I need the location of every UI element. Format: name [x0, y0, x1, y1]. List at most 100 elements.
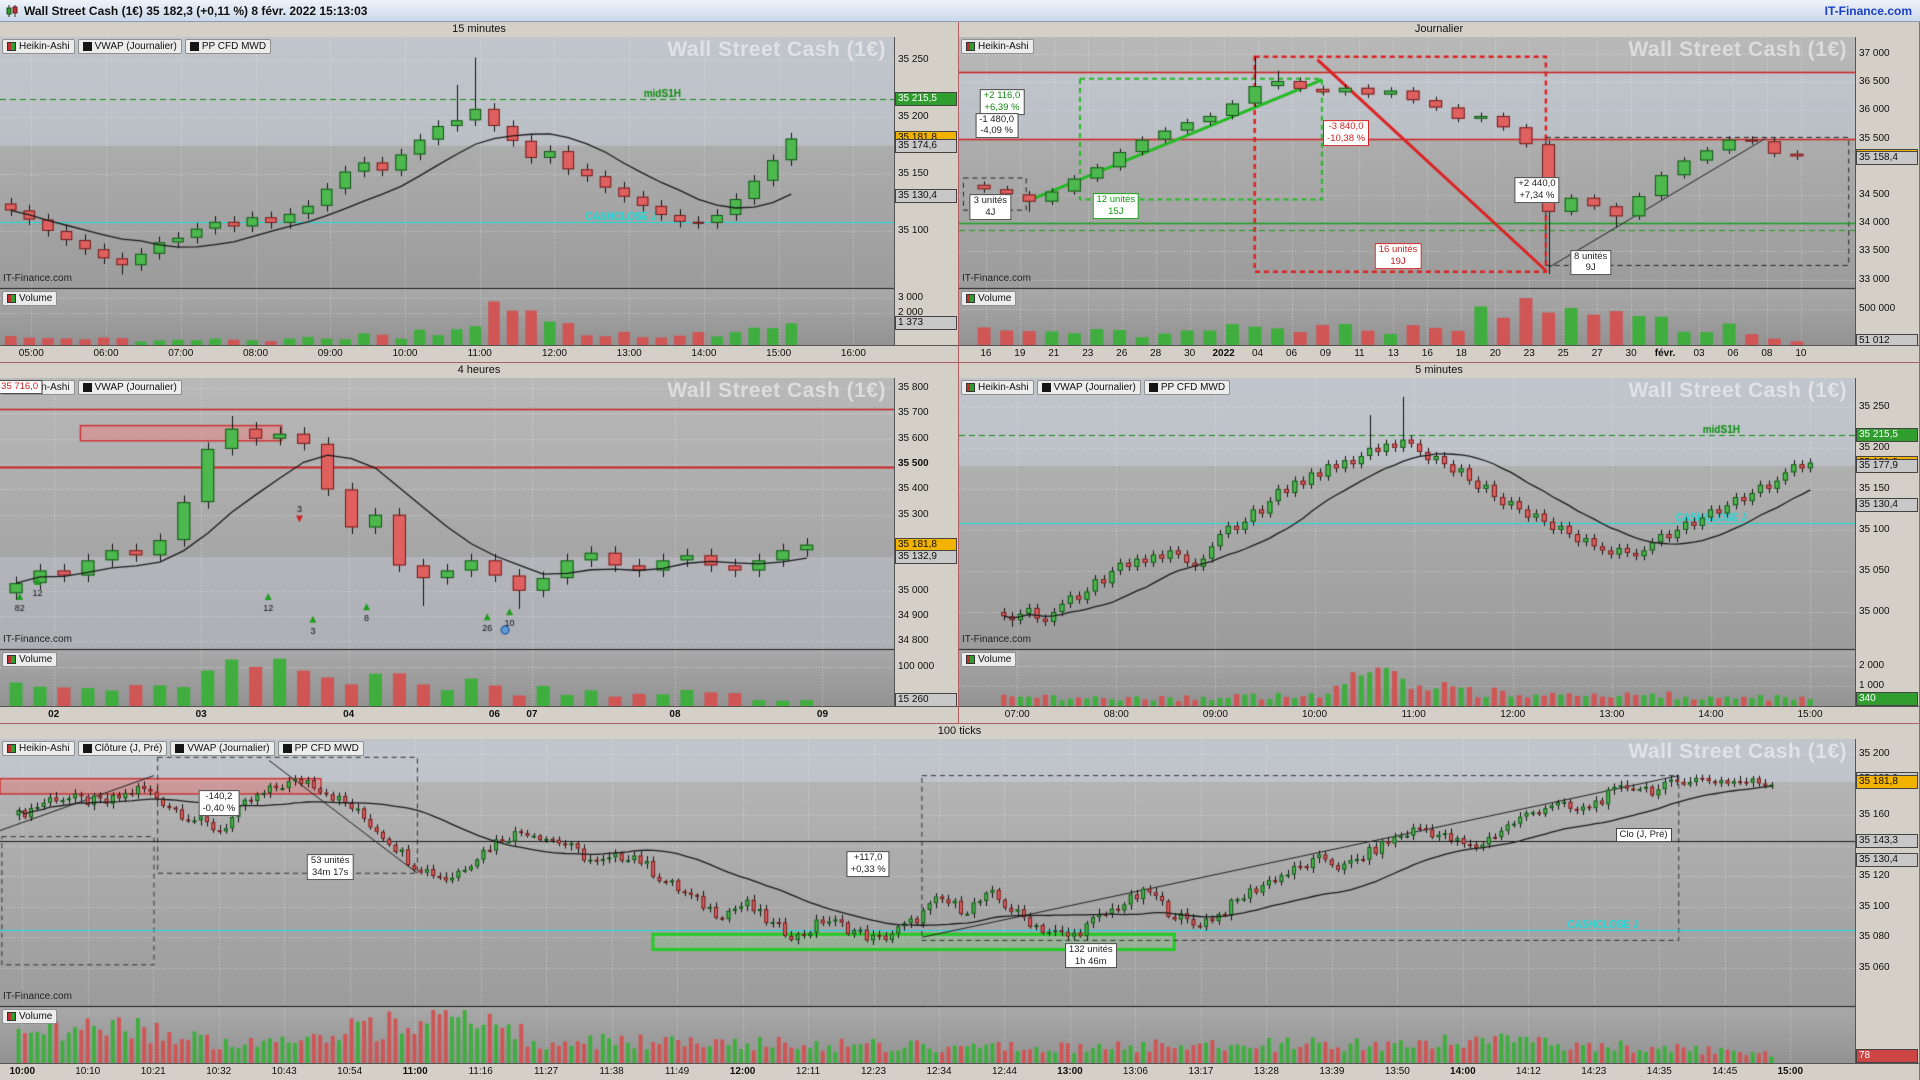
chart-area[interactable]: Wall Street Cash (1€) Heikin-Ashi VWAP (J… — [0, 37, 894, 345]
annotation-box: Clo (J, Pré) — [1615, 828, 1672, 843]
volume-indicator-chip[interactable]: Volume — [2, 291, 58, 306]
chart-area[interactable]: Wall Street Cash (1€) Heikin-Ashi VWAP (J… — [0, 378, 894, 706]
time-tick: 07 — [526, 709, 538, 720]
time-tick: 03 — [1693, 348, 1705, 359]
time-tick: févr. — [1654, 348, 1676, 359]
indicator-chip[interactable]: Heikin-Ashi — [961, 39, 1034, 54]
volume-label: Volume — [19, 293, 53, 304]
timeframe-strip[interactable]: 4 heures — [0, 363, 958, 378]
price-tick: 35 100 — [1859, 900, 1890, 912]
indicator-label: Heikin-Ashi — [978, 382, 1029, 393]
time-axis[interactable]: 02 03 04 06 07 08 09 — [0, 706, 958, 723]
time-tick: 14:45 — [1712, 1066, 1738, 1077]
price-tick: 37 000 — [1859, 47, 1890, 59]
time-tick: 10:00 — [392, 348, 418, 359]
annotation-box: +117,0 +0,33 % — [846, 851, 890, 877]
candlestick-canvas[interactable] — [959, 378, 1855, 706]
candlestick-canvas[interactable] — [0, 37, 894, 345]
time-tick: 12:00 — [729, 1066, 756, 1077]
indicator-label: VWAP (Journalier) — [187, 743, 270, 754]
panel-brand: IT-Finance.com — [962, 273, 1031, 284]
time-tick: 04 — [1251, 348, 1264, 359]
price-tick: 35 050 — [1859, 564, 1890, 576]
time-tick: 26 — [1116, 348, 1128, 359]
panel-brand: IT-Finance.com — [3, 273, 72, 284]
time-tick: 04 — [343, 709, 355, 720]
time-tick: 16:00 — [840, 348, 866, 359]
time-tick: 19 — [1014, 348, 1026, 359]
indicator-label: PP CFD MWD — [1160, 382, 1226, 393]
timeframe-strip[interactable]: 5 minutes — [959, 363, 1919, 378]
timeframe-strip[interactable]: Journalier — [959, 22, 1919, 37]
indicator-label: Heikin-Ashi — [19, 743, 70, 754]
timeframe-strip[interactable]: 100 ticks — [0, 724, 1919, 739]
chart-area[interactable]: Wall Street Cash (1€) Heikin-Ashi Volume… — [959, 37, 1855, 345]
indicator-chip[interactable]: VWAP (Journalier) — [170, 741, 275, 756]
time-tick: 09:00 — [317, 348, 343, 359]
volume-indicator-chip[interactable]: Volume — [2, 1009, 58, 1024]
candlestick-canvas[interactable] — [0, 378, 894, 706]
time-tick: 06 — [488, 709, 500, 720]
price-tick: 35 120 — [1859, 870, 1890, 882]
indicator-chip[interactable]: PP CFD MWD — [184, 39, 272, 54]
time-tick: 08 — [669, 709, 681, 720]
volume-tick: 2 000 — [898, 307, 924, 319]
time-tick: 30 — [1625, 348, 1637, 359]
time-tick: 12:34 — [926, 1066, 952, 1077]
time-tick: 2022 — [1212, 348, 1235, 359]
annotation-box: 35 716,0 — [0, 379, 43, 394]
time-tick: 25 — [1557, 348, 1569, 359]
price-badge: 35 181,8 — [1856, 775, 1918, 790]
time-tick: 15:00 — [1777, 1066, 1804, 1077]
indicator-icon — [82, 383, 92, 392]
price-axis[interactable]: 35 250 35 200 35 150 35 100 35 050 35 000 35 2… — [1855, 378, 1919, 706]
indicator-chip[interactable]: Heikin-Ashi — [2, 741, 75, 756]
volume-indicator-chip[interactable]: Volume — [961, 291, 1017, 306]
indicator-chip[interactable]: VWAP (Journalier) — [77, 380, 182, 395]
time-tick: 13:00 — [1599, 709, 1625, 720]
indicator-chip[interactable]: PP CFD MWD — [277, 741, 364, 756]
time-tick: 11:00 — [1401, 709, 1426, 720]
indicator-label: Clôture (J, Pré) — [94, 743, 163, 754]
volume-chip-holder: Volume — [2, 291, 58, 306]
titlebar-brand: IT-Finance.com — [1824, 3, 1912, 18]
indicator-chips: Heikin-Ashi — [961, 39, 1034, 54]
indicator-chip[interactable]: Heikin-Ashi — [961, 380, 1034, 395]
time-tick: 08:00 — [1103, 709, 1129, 720]
time-tick: 07:00 — [1004, 709, 1030, 720]
time-axis[interactable]: 07:00 08:00 09:00 10:00 11:00 12:00 13:00 14:00… — [959, 706, 1919, 723]
indicator-chip[interactable]: Heikin-Ashi — [2, 39, 75, 54]
volume-tick: 1 000 — [1859, 680, 1885, 691]
candlestick-canvas[interactable] — [959, 37, 1855, 345]
time-axis[interactable]: 10:00 10:10 10:21 10:32 10:43 10:54 11:00 11:16… — [0, 1063, 1919, 1080]
time-tick: 13:50 — [1384, 1066, 1410, 1077]
price-tick: 35 060 — [1859, 961, 1890, 973]
candlestick-canvas[interactable] — [0, 739, 1855, 1063]
price-tick: 34 900 — [898, 610, 929, 622]
indicator-chip[interactable]: VWAP (Journalier) — [1036, 380, 1141, 395]
price-tick: 33 500 — [1859, 245, 1890, 257]
price-axis[interactable]: 35 250 35 200 35 150 35 100 35 215,5 35 181,8… — [894, 37, 958, 345]
indicator-chip[interactable]: PP CFD MWD — [1143, 380, 1231, 395]
price-axis[interactable]: 37 000 36 500 36 000 35 500 34 500 34 000 33 5… — [1855, 37, 1919, 345]
timeframe-strip[interactable]: 15 minutes — [0, 22, 958, 37]
time-tick: 10:43 — [271, 1066, 297, 1077]
volume-indicator-chip[interactable]: Volume — [2, 652, 58, 667]
indicator-chip[interactable]: VWAP (Journalier) — [77, 39, 182, 54]
time-tick: 06 — [1727, 348, 1739, 359]
price-axis[interactable]: 35 800 35 700 35 600 35 500 35 400 35 300 35 0… — [894, 378, 958, 706]
volume-indicator-chip[interactable]: Volume — [961, 652, 1017, 667]
chart-area[interactable]: Wall Street Cash (1€) Heikin-Ashi VWAP (J… — [959, 378, 1855, 706]
price-badge: 35 130,4 — [1856, 497, 1918, 512]
indicator-chip[interactable]: Clôture (J, Pré) — [77, 741, 168, 756]
volume-badge: 51 012 — [1856, 334, 1918, 345]
time-tick: 06:00 — [93, 348, 119, 359]
time-axis[interactable]: 16 19 21 23 26 28 30 2022 04 06 09 11 13 16 18 20 23 25 27… — [959, 345, 1919, 362]
time-axis[interactable]: 05:00 06:00 07:00 08:00 09:00 10:00 11:00 12:00… — [0, 345, 958, 362]
chart-area[interactable]: Wall Street Cash (1€) Heikin-Ashi Clôture… — [0, 739, 1855, 1063]
volume-badge: 340 — [1856, 692, 1918, 706]
price-tick: 35 300 — [898, 508, 929, 520]
time-tick: 10:00 — [1302, 709, 1328, 720]
volume-label: Volume — [978, 293, 1012, 304]
